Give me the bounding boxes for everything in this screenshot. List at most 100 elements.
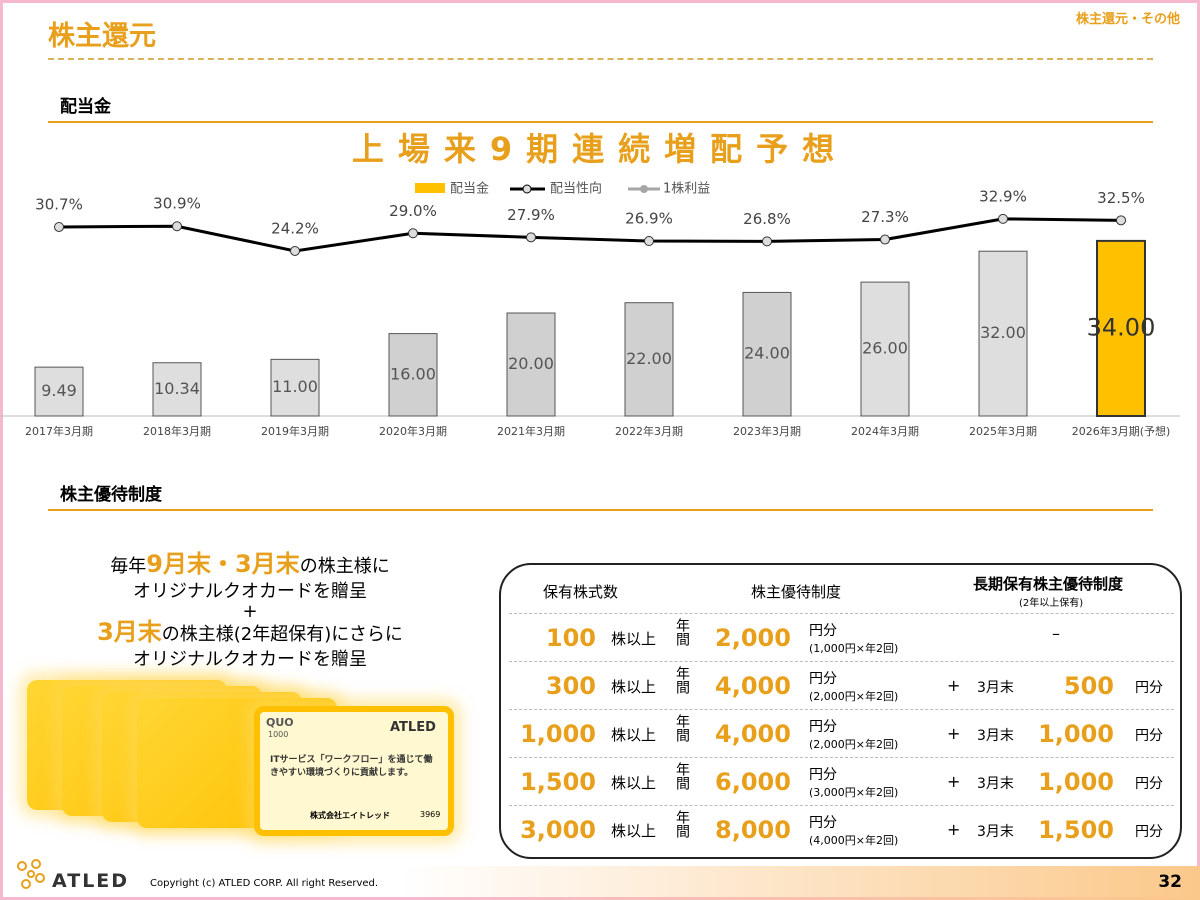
bar-value-label: 34.00	[1087, 313, 1156, 341]
section-heading: 配当金	[48, 92, 1153, 123]
highlight: 3月末	[97, 618, 162, 646]
shares: 3,000	[520, 816, 596, 844]
shares: 1,000	[520, 720, 596, 748]
table-subheader: (2年以上保有)	[1019, 598, 1084, 609]
x-tick-label: 2024年3月期	[851, 424, 919, 438]
banner: 上場来9期連続増配予想	[351, 130, 849, 168]
line-value-label: 32.5%	[1097, 189, 1145, 207]
table-header: 長期保有株主優待制度	[973, 575, 1124, 593]
x-tick-label: 2017年3月期	[25, 424, 93, 438]
bar-value-label: 20.00	[508, 354, 554, 373]
legend-swatch	[640, 185, 648, 193]
line-value-label: 29.0%	[389, 202, 437, 220]
period: 年間	[674, 762, 690, 790]
bar-value-label: 26.00	[862, 339, 908, 358]
line-value-label: 32.9%	[979, 187, 1027, 205]
amount-detail: (3,000円×年2回)	[809, 786, 899, 799]
plus: +	[947, 676, 961, 695]
x-tick-label: 2020年3月期	[379, 424, 447, 438]
long-unit: 円分	[1135, 680, 1163, 696]
timing: 3月末	[977, 824, 1014, 840]
amount-unit: 円分	[809, 815, 837, 831]
x-tick-label: 2026年3月期(予想)	[1072, 424, 1171, 438]
card-code: 3969	[420, 810, 441, 819]
long-amount: 1,000	[1038, 768, 1114, 796]
plus: +	[947, 820, 961, 839]
bar	[506, 312, 556, 417]
long-amount: –	[1052, 624, 1060, 643]
long-unit: 円分	[1135, 824, 1163, 840]
timing: 3月末	[977, 776, 1014, 792]
long-unit: 円分	[1135, 728, 1163, 744]
x-tick-label: 2021年3月期	[497, 424, 565, 438]
x-tick-label: 2023年3月期	[733, 424, 801, 438]
bar	[624, 302, 674, 417]
card-image: QUO 1000 ATLED ITサービス「ワークフロー」を通じて働きやすい環境…	[22, 680, 462, 850]
bar-value-label: 24.00	[744, 344, 790, 363]
table-row: 1,500 株以上 年間 6,000 円分 (3,000円×年2回) +3月末 1,000 円分	[509, 757, 1174, 805]
timing: 3月末	[977, 728, 1014, 744]
bar-value-label: 32.00	[980, 323, 1026, 342]
shares: 1,500	[520, 768, 596, 796]
table-row: 1,000 株以上 年間 4,000 円分 (2,000円×年2回) +3月末 1,000 円分	[509, 709, 1174, 757]
chart: 配当金 配当性向 1株利益 2017年3月期 2018年3月期 2019年3月期 2020年…	[0, 181, 1180, 438]
shares-unit: 株以上	[611, 822, 657, 840]
legend-label: 配当金	[450, 181, 489, 197]
plus: +	[947, 724, 961, 743]
legend-label: 1株利益	[663, 182, 710, 197]
line-value-label: 26.8%	[743, 210, 791, 228]
amount-unit: 円分	[809, 767, 837, 783]
bar-value-label: 22.00	[626, 349, 672, 368]
benefit-text: 毎年9月末・3月末の株主様に オリジナルクオカードを贈呈 + 3月末の株主様(2…	[20, 552, 480, 672]
long-amount: 500	[1063, 672, 1114, 700]
line-point	[762, 236, 772, 247]
line-point	[408, 228, 418, 239]
card-brand: QUO	[266, 716, 294, 729]
amount-detail: (2,000円×年2回)	[809, 690, 899, 703]
table-header: 株主優待制度	[751, 583, 842, 601]
table-row: 100 株以上 年間 2,000 円分 (1,000円×年2回) –	[509, 613, 1174, 661]
line-point	[172, 221, 182, 232]
bar	[978, 250, 1028, 417]
bar-value-label: 11.00	[272, 377, 318, 396]
bar	[742, 291, 792, 417]
shares: 100	[545, 624, 596, 652]
card-amount: 1000	[268, 730, 289, 739]
bar-value-label: 10.34	[154, 379, 200, 398]
benefit-table: 保有株式数 株主優待制度 長期保有株主優待制度 (2年以上保有) 100 株以上年…	[499, 563, 1182, 859]
amount: 4,000	[715, 672, 791, 700]
line-point	[1116, 215, 1126, 226]
highlight: 9月末・3月末	[146, 550, 300, 578]
line-value-label: 27.9%	[507, 206, 555, 224]
x-tick-label: 2018年3月期	[143, 424, 211, 438]
amount-detail: (4,000円×年2回)	[809, 834, 899, 847]
timing: 3月末	[977, 680, 1014, 696]
period: 年間	[674, 666, 690, 694]
bar	[152, 362, 202, 417]
amount-detail: (2,000円×年2回)	[809, 738, 899, 751]
long-unit: 円分	[1135, 776, 1163, 792]
legend-swatch	[522, 184, 532, 194]
legend-swatch	[415, 183, 445, 193]
shares: 300	[545, 672, 596, 700]
line-point	[880, 234, 890, 245]
card-front: QUO 1000 ATLED ITサービス「ワークフロー」を通じて働きやすい環境…	[254, 706, 454, 836]
page-number: 32	[1158, 872, 1182, 892]
section-heading: 株主優待制度	[48, 480, 1153, 511]
amount: 8,000	[715, 816, 791, 844]
line-value-label: 30.7%	[35, 195, 83, 213]
line-point	[54, 221, 64, 232]
line	[58, 217, 1122, 253]
period: 年間	[674, 618, 690, 646]
page-title: 株主還元	[48, 21, 156, 52]
text: の株主様(2年超保有)にさらに	[161, 624, 403, 645]
text: オリジナルクオカードを贈呈	[133, 649, 367, 670]
bar	[34, 366, 84, 417]
legend-label: 配当性向	[550, 181, 602, 197]
line-point	[998, 213, 1008, 224]
amount-detail: (1,000円×年2回)	[809, 642, 899, 655]
footer-logo: ATLED	[52, 870, 130, 892]
period: 年間	[674, 714, 690, 742]
line-value-label: 30.9%	[153, 195, 201, 213]
